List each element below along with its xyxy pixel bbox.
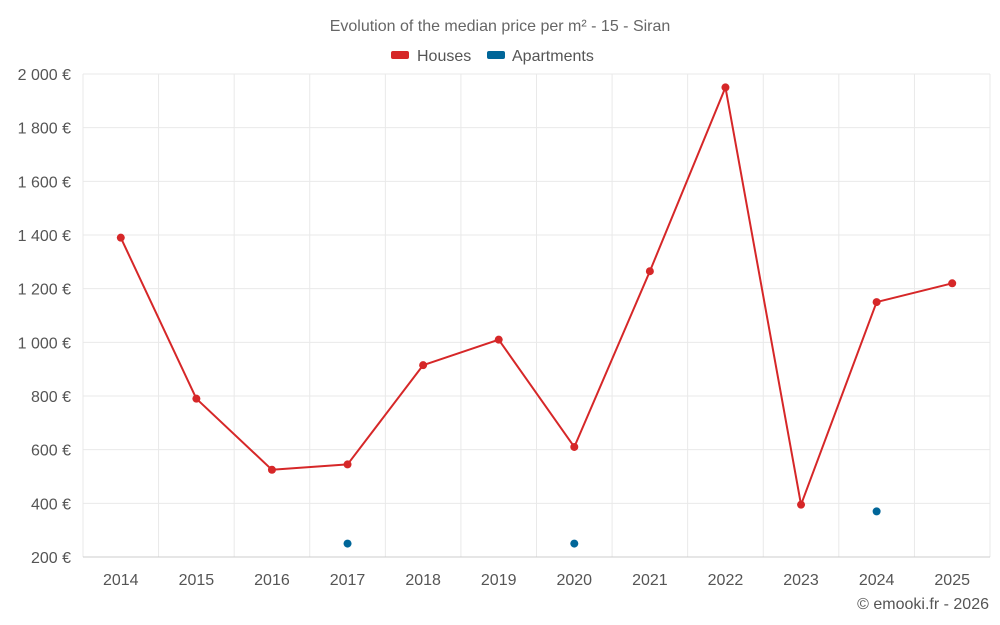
series (116, 83, 957, 548)
x-tick-label: 2024 (859, 572, 895, 589)
data-point-houses[interactable] (494, 335, 503, 344)
y-tick-label: 1 000 € (18, 335, 71, 352)
data-point-houses[interactable] (645, 267, 654, 276)
data-point-houses[interactable] (797, 500, 806, 509)
legend-swatch-houses (391, 51, 409, 59)
y-tick-label: 400 € (31, 496, 71, 513)
y-tick-label: 2 000 € (18, 67, 71, 84)
x-tick-label: 2017 (330, 572, 366, 589)
chart-title: Evolution of the median price per m² - 1… (330, 18, 671, 35)
x-tick-label: 2025 (934, 572, 970, 589)
x-tick-label: 2015 (179, 572, 215, 589)
y-tick-label: 600 € (31, 443, 71, 460)
legend-item-apartments[interactable]: Apartments (487, 48, 594, 65)
data-point-houses[interactable] (419, 361, 428, 370)
x-tick-label: 2016 (254, 572, 290, 589)
data-point-houses[interactable] (721, 83, 730, 92)
data-point-houses[interactable] (948, 279, 957, 288)
data-point-houses[interactable] (267, 465, 276, 474)
series-line-houses (119, 86, 953, 506)
credit-text: © emooki.fr - 2026 (857, 596, 989, 613)
grid (82, 73, 991, 558)
data-point-apartments[interactable] (872, 507, 881, 516)
y-tick-label: 1 400 € (18, 228, 71, 245)
legend-swatch-apartments (487, 51, 505, 59)
legend-label-houses: Houses (417, 48, 471, 65)
x-tick-label: 2014 (103, 572, 139, 589)
y-tick-label: 200 € (31, 550, 71, 567)
data-point-apartments[interactable] (570, 539, 579, 548)
y-tick-label: 1 800 € (18, 121, 71, 138)
data-point-houses[interactable] (192, 394, 201, 403)
x-tick-label: 2023 (783, 572, 819, 589)
legend-item-houses[interactable]: Houses (391, 48, 471, 65)
x-tick-label: 2020 (556, 572, 592, 589)
data-point-apartments[interactable] (343, 539, 352, 548)
data-point-houses[interactable] (570, 442, 579, 451)
x-tick-label: 2019 (481, 572, 517, 589)
legend: Houses Apartments (391, 48, 594, 65)
data-point-houses[interactable] (872, 298, 881, 307)
x-tick-label: 2021 (632, 572, 668, 589)
data-point-houses[interactable] (116, 233, 125, 242)
legend-label-apartments: Apartments (512, 48, 594, 65)
y-tick-label: 1 600 € (18, 174, 71, 191)
x-tick-label: 2018 (405, 572, 441, 589)
y-tick-label: 1 200 € (18, 282, 71, 299)
x-tick-label: 2022 (708, 572, 744, 589)
data-point-houses[interactable] (343, 460, 352, 469)
y-tick-label: 800 € (31, 389, 71, 406)
axes: 200 € 400 € 600 € 800 € 1 000 € 1 200 € 1 400 … (18, 67, 990, 589)
